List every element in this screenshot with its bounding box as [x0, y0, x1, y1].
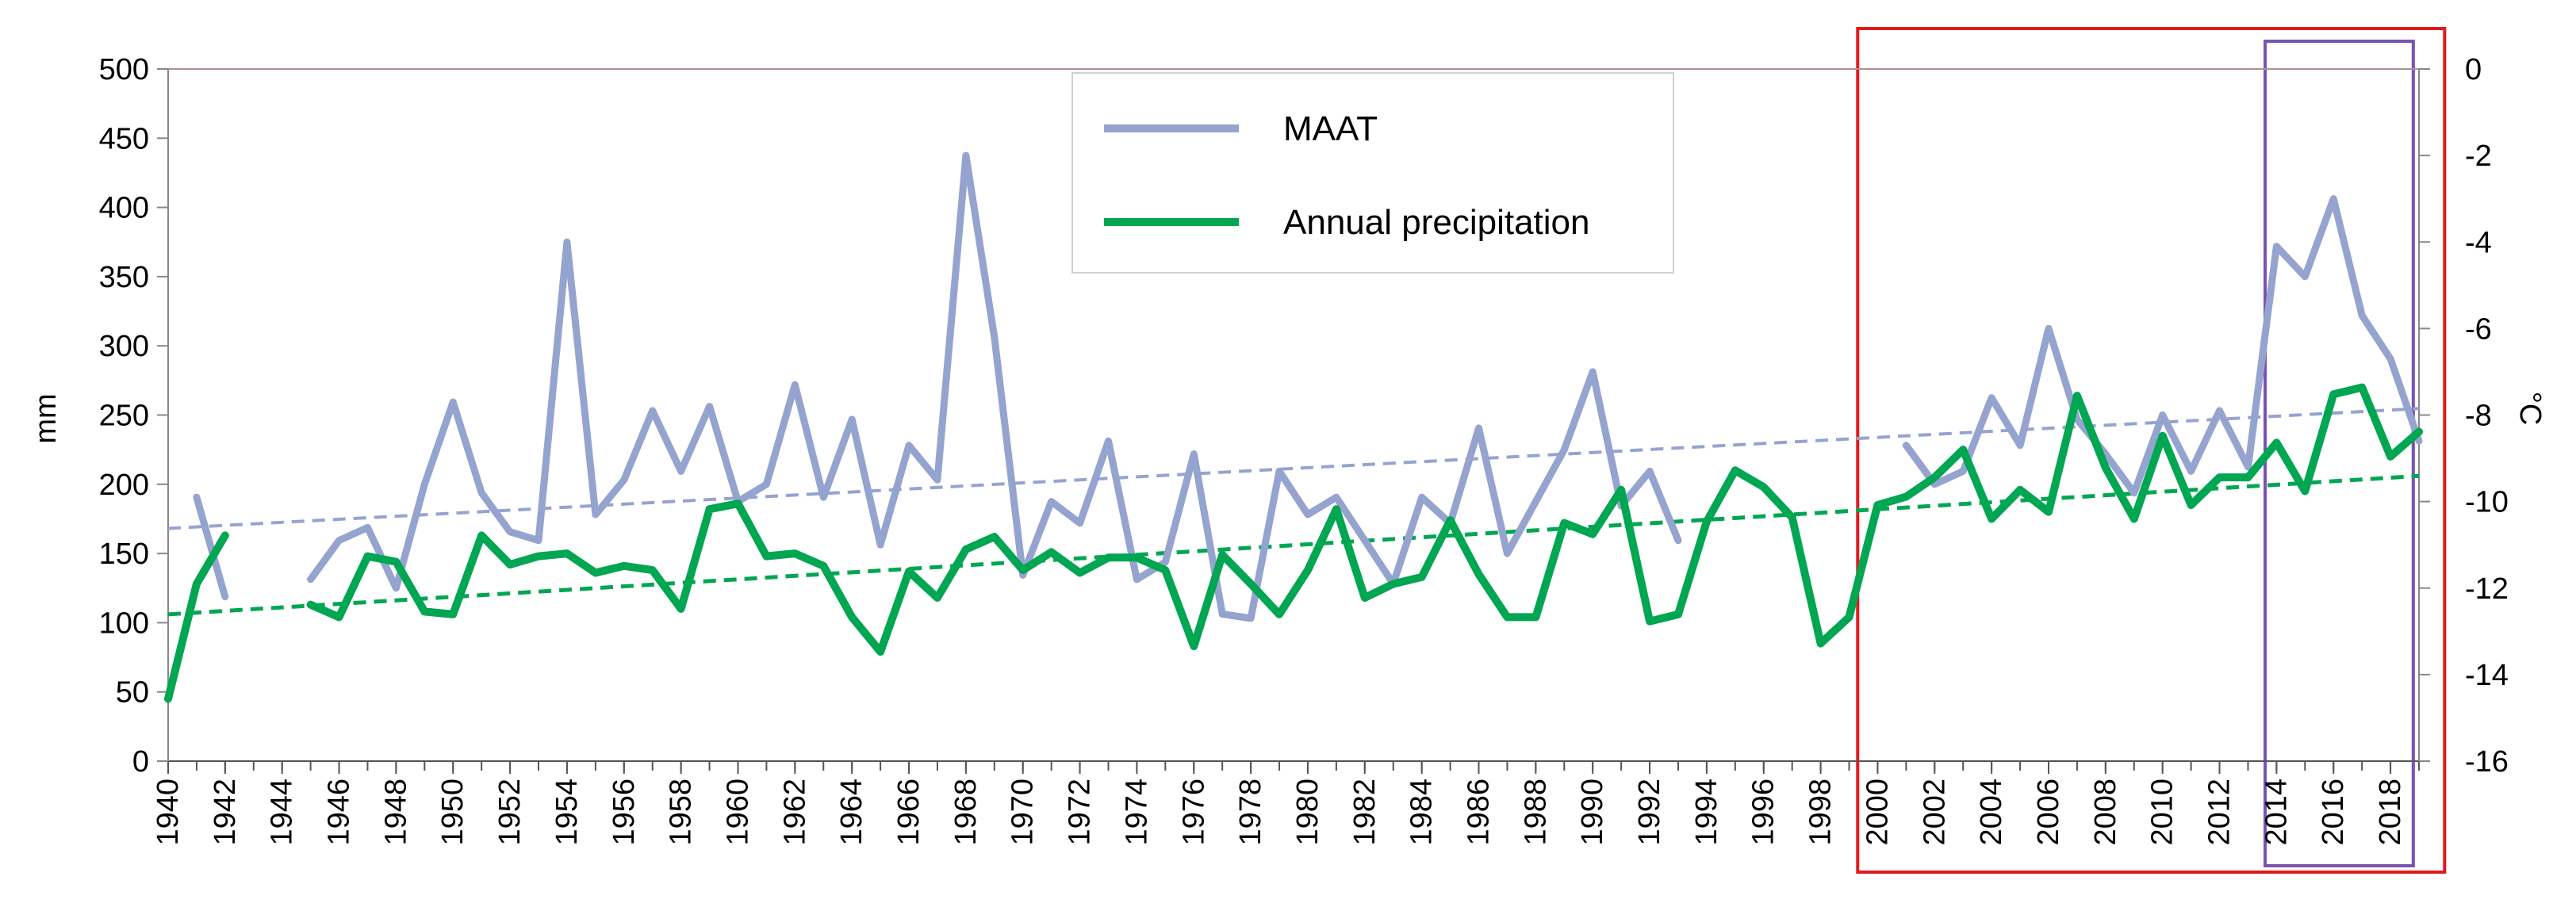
x-tick-label: 1958 — [665, 779, 698, 846]
x-tick-label: 1974 — [1120, 779, 1153, 846]
series-lines — [164, 151, 2423, 703]
y-tick-label-left: 200 — [99, 469, 149, 502]
x-tick-label: 1964 — [835, 779, 868, 846]
y-tick-label-right: -10 — [2465, 486, 2509, 519]
x-tick-label: 1972 — [1064, 779, 1097, 846]
x-tick-label: 2004 — [1975, 779, 2008, 846]
y-tick-label-right: -12 — [2465, 572, 2509, 606]
x-tick-label: 2012 — [2203, 779, 2237, 846]
x-tick-label: 1982 — [1348, 779, 1382, 846]
x-tick-label: 1980 — [1291, 779, 1324, 846]
x-tick-label: 1998 — [1804, 779, 1838, 846]
y-tick-label-right: -8 — [2465, 400, 2492, 433]
x-tick-label: 1960 — [721, 779, 754, 846]
y-tick-label-left: 300 — [99, 330, 149, 363]
x-tick-label: 1950 — [436, 779, 470, 846]
series-line-precipitation — [164, 383, 2423, 703]
x-tick-label: 2002 — [1918, 779, 1951, 846]
y-tick-label-left: 50 — [116, 676, 149, 710]
x-tick-label: 2014 — [2260, 779, 2293, 846]
x-tick-label: 2000 — [1861, 779, 1894, 846]
x-tick-label: 1992 — [1633, 779, 1666, 846]
x-tick-label: 1956 — [608, 779, 641, 846]
legend: MAAT Annual precipitation — [1071, 72, 1674, 274]
legend-label-maat: MAAT — [1283, 109, 1378, 148]
x-tick-label: 1944 — [266, 779, 299, 846]
highlight-red-box — [1856, 27, 2447, 874]
x-tick-label: 1966 — [892, 779, 926, 846]
x-tick-label: 2016 — [2317, 779, 2350, 846]
x-tick-label: 1942 — [209, 779, 242, 846]
x-tick-label: 1948 — [379, 779, 412, 846]
x-tick-label: 1984 — [1405, 779, 1439, 846]
x-tick-label: 1986 — [1462, 779, 1496, 846]
x-tick-label: 1990 — [1576, 779, 1609, 846]
x-tick-label: 1970 — [1006, 779, 1040, 846]
y-axis-title-left: mm — [29, 393, 63, 443]
y-tick-label-left: 150 — [99, 538, 149, 571]
legend-box — [1071, 72, 1674, 274]
x-tick-label: 2018 — [2374, 779, 2407, 846]
y-tick-label-right: 0 — [2465, 53, 2482, 86]
y-tick-label-left: 350 — [99, 261, 149, 294]
trendline-precipitation — [167, 473, 2420, 617]
x-tick-label: 1988 — [1519, 779, 1552, 846]
y-tick-label-left: 400 — [99, 192, 149, 225]
y-tick-label-right: -14 — [2465, 659, 2509, 692]
y-tick-label-right: -6 — [2465, 312, 2492, 346]
axes: 1940 1942 1944 1946 1948 1950 1952 1954 1956 1958… — [99, 53, 2509, 846]
y-tick-label-left: 450 — [99, 122, 149, 155]
y-axis-title-right: °C — [2513, 392, 2547, 426]
x-tick-label: 1976 — [1177, 779, 1210, 846]
x-tick-label: 1994 — [1690, 779, 1723, 846]
x-tick-label: 1962 — [778, 779, 811, 846]
y-tick-label-right: -2 — [2465, 140, 2492, 173]
x-tick-label: 1940 — [151, 779, 185, 846]
x-tick-label: 1996 — [1747, 779, 1781, 846]
x-tick-label: 1954 — [550, 779, 584, 846]
x-tick-label: 1946 — [323, 779, 356, 846]
x-tick-label: 2010 — [2146, 779, 2179, 846]
x-tick-label: 2008 — [2089, 779, 2122, 846]
y-tick-label-left: 250 — [99, 400, 149, 433]
y-tick-label-right: -4 — [2465, 226, 2492, 259]
y-tick-label-left: 500 — [99, 53, 149, 86]
x-tick-label: 1978 — [1234, 779, 1267, 846]
y-tick-label-right: -16 — [2465, 745, 2509, 779]
x-tick-label: 1952 — [493, 779, 527, 846]
y-tick-label-left: 0 — [132, 745, 149, 779]
legend-label-precipitation: Annual precipitation — [1283, 203, 1589, 242]
trendlines — [167, 407, 2420, 617]
x-tick-label: 1968 — [949, 779, 983, 846]
x-tick-label: 2006 — [2032, 779, 2065, 846]
y-tick-label-left: 100 — [99, 607, 149, 640]
